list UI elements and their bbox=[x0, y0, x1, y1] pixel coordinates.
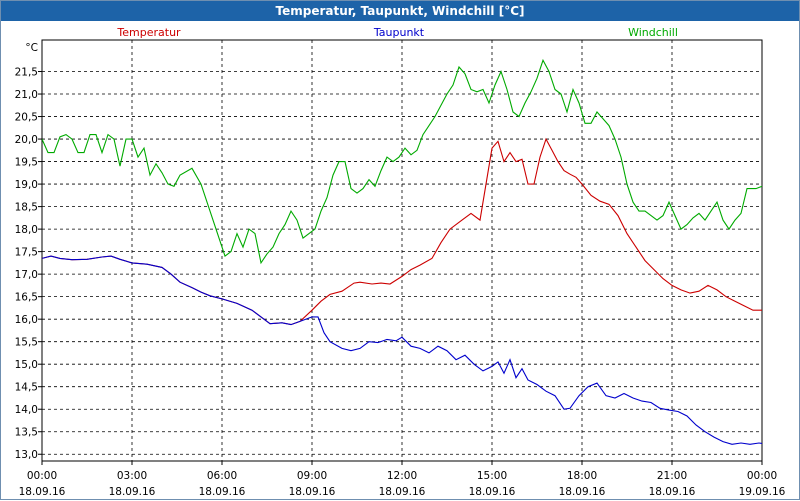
y-axis: 13,0 13,5 14,0 14,5 15,0 15,5 16,0 16,5 17,0 17,5… bbox=[15, 67, 42, 461]
y-tick-label: 13,5 bbox=[15, 427, 38, 439]
y-tick-label: 14,5 bbox=[15, 382, 38, 394]
x-tick-time: 21:00 bbox=[657, 470, 687, 482]
series-lines bbox=[42, 58, 762, 445]
y-tick-label: 21,5 bbox=[15, 67, 38, 79]
y-tick-label: 15,5 bbox=[15, 337, 38, 349]
y-tick-label: 17,0 bbox=[15, 269, 38, 281]
x-tick-time: 12:00 bbox=[387, 470, 417, 482]
legend-entry-taupunkt: Taupunkt bbox=[373, 26, 425, 39]
x-tick-date: 18.09.16 bbox=[199, 486, 246, 498]
x-tick-date: 18.09.16 bbox=[19, 486, 66, 498]
legend-entry-temperatur: Temperatur bbox=[116, 26, 181, 39]
y-tick-label: 14,0 bbox=[15, 404, 38, 416]
x-tick-date: 18.09.16 bbox=[649, 486, 696, 498]
y-tick-label: 16,0 bbox=[15, 314, 38, 326]
y-tick-label: 21,0 bbox=[15, 89, 38, 101]
y-tick-label: 19,5 bbox=[15, 157, 38, 169]
legend-entry-windchill: Windchill bbox=[628, 26, 678, 39]
x-tick-time: 18:00 bbox=[567, 470, 597, 482]
y-tick-label: 16,5 bbox=[15, 292, 38, 304]
x-tick-date: 18.09.16 bbox=[109, 486, 156, 498]
x-tick-time: 09:00 bbox=[297, 470, 327, 482]
y-tick-label: 20,0 bbox=[15, 134, 38, 146]
y-tick-label: 17,5 bbox=[15, 247, 38, 259]
chart-title: Temperatur, Taupunkt, Windchill [°C] bbox=[1, 1, 799, 21]
y-tick-label: 15,0 bbox=[15, 359, 38, 371]
x-tick-date: 18.09.16 bbox=[379, 486, 426, 498]
y-tick-label: 13,0 bbox=[15, 449, 38, 461]
grid-lines bbox=[42, 40, 762, 461]
y-tick-label: 19,0 bbox=[15, 179, 38, 191]
x-axis: 00:00 18.09.16 03:00 18.09.16 06:00 18.09.16 0… bbox=[19, 461, 786, 498]
x-tick-time: 03:00 bbox=[117, 470, 147, 482]
series-line-windchill bbox=[42, 58, 762, 265]
series-line-taupunkt bbox=[42, 255, 762, 445]
y-unit-label: °C bbox=[25, 42, 38, 54]
y-tick-label: 18,0 bbox=[15, 224, 38, 236]
x-tick-date: 19.09.16 bbox=[739, 486, 786, 498]
x-tick-time: 00:00 bbox=[747, 470, 777, 482]
x-tick-time: 06:00 bbox=[207, 470, 237, 482]
y-tick-label: 20,5 bbox=[15, 112, 38, 124]
x-tick-date: 18.09.16 bbox=[559, 486, 606, 498]
x-tick-date: 18.09.16 bbox=[289, 486, 336, 498]
x-tick-date: 18.09.16 bbox=[469, 486, 516, 498]
legend: Temperatur Taupunkt Windchill bbox=[116, 26, 678, 39]
x-tick-time: 00:00 bbox=[27, 470, 57, 482]
x-tick-time: 15:00 bbox=[477, 470, 507, 482]
y-tick-label: 18,5 bbox=[15, 202, 38, 214]
